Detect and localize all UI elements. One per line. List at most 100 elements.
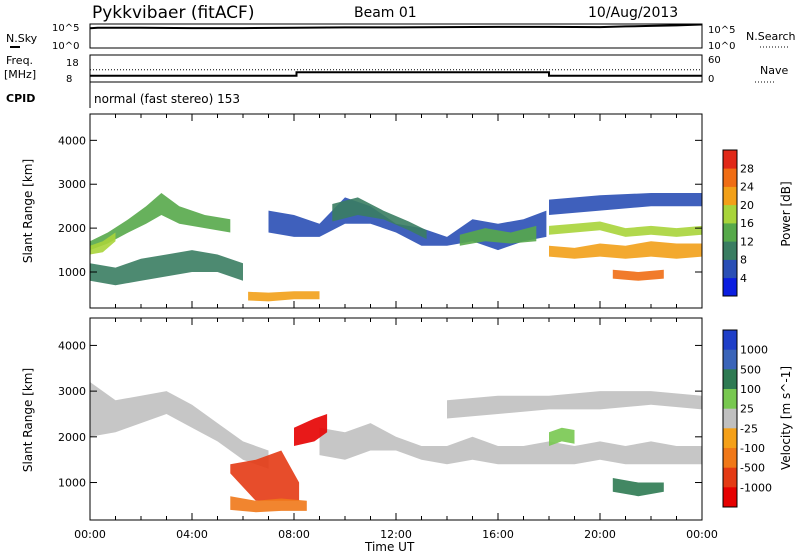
power-echo-band (459, 225, 537, 246)
velocity-colorbar-blocks (722, 329, 738, 508)
power-colorbar-blocks (722, 149, 738, 297)
y-tick-label: 4000 (58, 134, 86, 147)
velocity-colorbar-block (723, 487, 737, 508)
freq-panel: Freq. [MHz] 18 8 Nave 60 0 (4, 54, 788, 85)
power-colorbar-block (723, 204, 737, 224)
freq-unit: [MHz] (4, 68, 36, 81)
nave-label: Nave (760, 64, 788, 77)
x-tick-label: 08:00 (278, 528, 310, 541)
velocity-colorbar-tick: -1000 (740, 481, 772, 494)
velocity-colorbar: 1000 500 100 25 -25 -100 -500 -1000 Velocity [m… (722, 329, 793, 508)
velocity-colorbar-tick: 25 (740, 403, 754, 416)
power-colorbar-tick: 28 (740, 162, 754, 175)
y-tick-label: 2000 (58, 222, 86, 235)
noise-panel: N.Sky 10^5 10^0 N.Search 10^5 10^0 (6, 23, 796, 52)
nsearch-label: N.Search (746, 30, 796, 43)
y-tick-label: 1000 (58, 477, 86, 490)
power-echo-band (332, 197, 427, 240)
power-echo-band (90, 232, 116, 255)
nsky-tick-high: 10^5 (52, 23, 79, 34)
power-colorbar-block (723, 223, 737, 242)
velocity-colorbar-block (723, 428, 737, 449)
power-x-axis (89, 114, 703, 308)
power-colorbar-tick: 24 (740, 181, 754, 194)
power-colorbar-block (723, 168, 737, 187)
velocity-colorbar-block (723, 330, 737, 350)
velocity-colorbar-tick: 500 (740, 363, 761, 376)
velocity-colorbar-block (723, 467, 737, 488)
velocity-echo-band (294, 414, 328, 446)
y-tick-label: 2000 (58, 431, 86, 444)
nsky-tick-low: 10^0 (52, 41, 79, 52)
freq-label: Freq. (6, 54, 33, 67)
power-colorbar-tick: 8 (740, 254, 747, 267)
x-tick-label: 16:00 (482, 528, 514, 541)
power-colorbar-block (723, 150, 737, 169)
nave-tick-low: 0 (708, 74, 714, 85)
power-colorbar-block (723, 259, 737, 279)
power-colorbar-block (723, 186, 737, 206)
power-colorbar-frame (722, 149, 738, 297)
power-colorbar-block (723, 241, 737, 260)
series-freq-line (90, 71, 702, 77)
beam-label: Beam 01 (354, 5, 417, 21)
x-tick-label: 12:00 (380, 528, 412, 541)
velocity-colorbar-ticks: 1000 500 100 25 -25 -100 -500 -1000 (740, 344, 772, 495)
velocity-echo-band (612, 478, 664, 497)
noise-panel-frame (89, 23, 703, 49)
velocity-echo-band (90, 382, 269, 469)
velocity-colorbar-frame (722, 329, 738, 508)
velocity-colorbar-tick: -500 (740, 462, 765, 475)
plot-title: Pykkvibaer (fitACF) (92, 3, 254, 23)
power-echo-band (248, 291, 320, 302)
power-echo-band (612, 269, 664, 281)
x-tick-label: 00:00 (686, 528, 718, 541)
x-tick-label: 04:00 (176, 528, 208, 541)
velocity-echo-band (549, 427, 575, 446)
freq-panel-frame (89, 54, 703, 83)
velocity-y-axis-label: Slant Range [km] (21, 368, 35, 472)
series-nsky-line (89, 23, 703, 30)
power-colorbar-block (723, 277, 737, 297)
y-tick-label: 4000 (58, 339, 86, 352)
velocity-colorbar-block (723, 389, 737, 409)
power-colorbar-tick: 16 (740, 217, 754, 230)
power-echo-band (549, 241, 702, 259)
power-colorbar-ticks: 4 8 12 16 20 24 28 (740, 162, 754, 284)
x-tick-label: 20:00 (584, 528, 616, 541)
power-colorbar-tick: 12 (740, 235, 754, 248)
nsky-label: N.Sky (6, 32, 38, 45)
power-echo-band (549, 221, 702, 237)
power-colorbar: 4 8 12 16 20 24 28 Power [dB] (722, 149, 793, 297)
nave-tick-high: 60 (708, 55, 721, 66)
power-colorbar-tick: 4 (740, 272, 747, 285)
power-echo-band (90, 250, 243, 286)
power-echo-band (549, 193, 702, 215)
power-colorbar-tick: 20 (740, 199, 754, 212)
cpid-panel: CPID normal (fast stereo) 153 (6, 82, 240, 108)
x-tick-label: 00:00 (74, 528, 106, 541)
x-axis-label: Time UT (364, 540, 415, 554)
cpid-label: CPID (6, 92, 35, 105)
freq-series (90, 69, 702, 77)
power-y-axis-label: Slant Range [km] (21, 159, 35, 263)
freq-tick-high: 18 (66, 58, 79, 69)
power-colorbar-label: Power [dB] (779, 181, 793, 246)
velocity-echo-band (447, 391, 702, 419)
plot-date: 10/Aug/2013 (588, 5, 678, 21)
velocity-y-axis: 1000 2000 3000 4000 (58, 339, 702, 490)
y-tick-label: 1000 (58, 266, 86, 279)
power-y-axis: 1000 2000 3000 4000 (58, 134, 702, 279)
velocity-echo-map (90, 382, 702, 513)
velocity-echo-band (230, 496, 307, 513)
velocity-colorbar-block (723, 448, 737, 468)
velocity-colorbar-block (723, 349, 737, 370)
velocity-colorbar-label: Velocity [m s^-1] (779, 366, 793, 470)
velocity-x-axis (89, 318, 703, 520)
cpid-value: normal (fast stereo) 153 (94, 92, 240, 106)
velocity-echo-band (230, 450, 300, 501)
y-tick-label: 3000 (58, 385, 86, 398)
freq-tick-low: 8 (66, 74, 72, 85)
velocity-panel: 1000 2000 3000 4000 Slant Range [km] (21, 317, 703, 521)
